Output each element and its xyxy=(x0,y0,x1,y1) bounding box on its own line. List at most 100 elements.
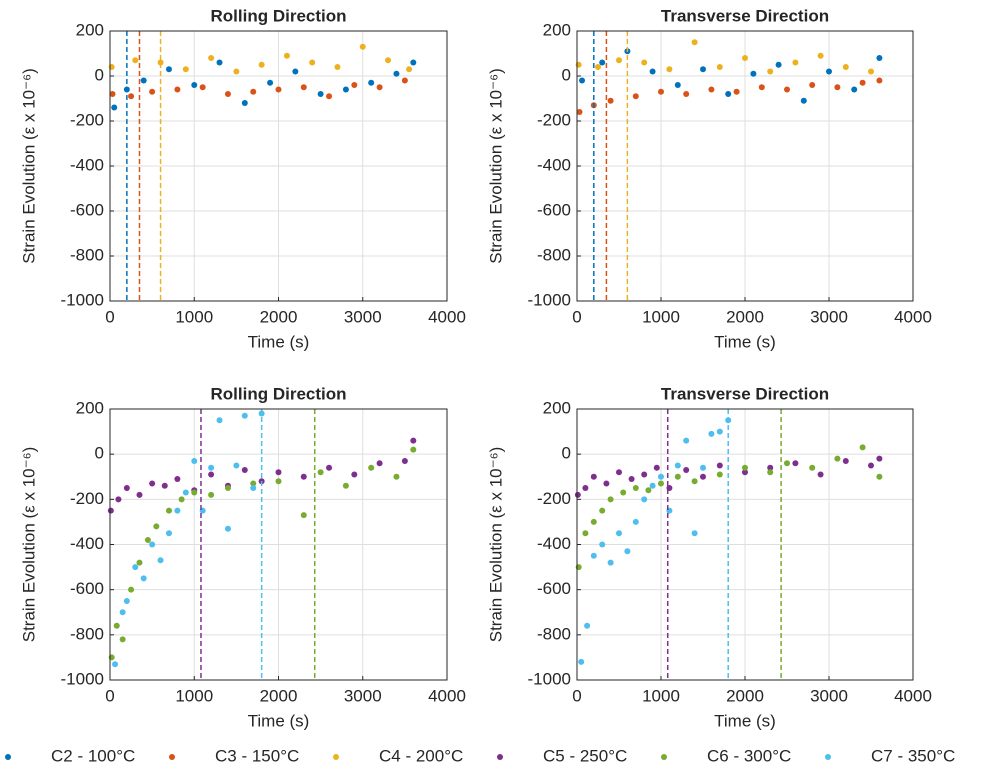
data-point xyxy=(792,59,799,66)
data-point xyxy=(410,446,417,453)
legend-label: C6 - 300°C xyxy=(707,746,791,765)
data-point xyxy=(368,79,375,86)
data-point xyxy=(123,597,130,604)
data-point xyxy=(174,86,181,93)
data-point xyxy=(326,93,333,100)
data-point xyxy=(123,485,130,492)
x-tick-label: 0 xyxy=(572,307,581,326)
data-point xyxy=(632,485,639,492)
data-point xyxy=(620,489,627,496)
data-point xyxy=(149,480,156,487)
x-tick-label: 2000 xyxy=(260,307,298,326)
data-point xyxy=(113,622,120,629)
data-point xyxy=(224,525,231,532)
data-point xyxy=(784,460,790,467)
data-point xyxy=(107,507,114,514)
data-point xyxy=(599,59,606,66)
data-point xyxy=(792,460,799,467)
data-point xyxy=(334,64,341,70)
data-point xyxy=(292,68,299,75)
data-point xyxy=(385,57,392,64)
data-point xyxy=(208,491,215,498)
data-point xyxy=(599,541,606,548)
data-point xyxy=(275,478,282,485)
data-point xyxy=(800,97,807,104)
data-point xyxy=(674,82,681,88)
x-tick-label: 4000 xyxy=(428,307,466,326)
data-point xyxy=(216,59,223,66)
data-point xyxy=(683,437,690,444)
data-point xyxy=(607,496,614,503)
x-axis-label: Time (s) xyxy=(714,332,776,351)
x-tick-label: 1000 xyxy=(642,307,680,326)
data-point xyxy=(733,88,740,95)
data-point xyxy=(868,462,874,469)
data-point xyxy=(876,473,883,480)
legend-label: C5 - 250°C xyxy=(543,746,627,765)
data-point xyxy=(767,469,774,476)
y-tick-label: -600 xyxy=(70,579,104,598)
data-point xyxy=(842,64,849,70)
y-tick-label: -200 xyxy=(70,110,104,129)
y-tick-label: 200 xyxy=(543,398,571,417)
data-point xyxy=(224,91,231,97)
axes-frame xyxy=(576,30,914,302)
axes-frame xyxy=(109,408,448,681)
data-point xyxy=(191,457,198,464)
data-point xyxy=(309,59,316,66)
data-point xyxy=(393,473,400,480)
chart-title: Transverse Direction xyxy=(661,384,829,403)
y-tick-label: 200 xyxy=(76,20,104,39)
data-point xyxy=(658,480,664,487)
data-point xyxy=(300,473,307,480)
data-point xyxy=(119,609,126,616)
x-tick-label: 3000 xyxy=(810,686,848,705)
data-point xyxy=(401,77,408,84)
data-point xyxy=(132,564,139,571)
data-point xyxy=(674,462,681,469)
data-point xyxy=(250,485,257,492)
y-axis-label: Strain Evolution (ε x 10⁻⁶) xyxy=(486,447,505,643)
data-point xyxy=(616,530,622,537)
data-point xyxy=(725,91,732,97)
data-point xyxy=(393,70,400,77)
legend-marker xyxy=(5,754,11,760)
y-tick-label: 0 xyxy=(95,444,104,463)
data-point xyxy=(128,586,135,593)
x-tick-label: 1000 xyxy=(175,307,213,326)
data-point xyxy=(784,86,790,93)
y-tick-label: -1000 xyxy=(61,290,104,309)
data-point xyxy=(767,68,774,75)
data-point xyxy=(174,507,181,514)
data-point xyxy=(182,66,189,73)
data-point xyxy=(834,455,841,462)
y-tick-label: -800 xyxy=(70,245,104,264)
data-point xyxy=(616,469,622,476)
data-point xyxy=(109,91,116,97)
data-point xyxy=(351,471,358,478)
chart-title: Rolling Direction xyxy=(211,384,347,403)
legend-marker xyxy=(169,754,175,760)
legend-marker xyxy=(333,754,339,760)
data-point xyxy=(809,82,816,88)
data-point xyxy=(174,476,181,483)
axes-frame xyxy=(576,408,914,681)
data-point xyxy=(607,97,614,104)
x-tick-label: 3000 xyxy=(344,686,382,705)
data-point xyxy=(376,460,383,467)
data-point xyxy=(674,473,681,480)
data-point xyxy=(267,79,274,86)
data-point xyxy=(775,61,782,68)
data-point xyxy=(691,478,698,485)
data-point xyxy=(178,496,185,503)
y-axis-label: Strain Evolution (ε x 10⁻⁶) xyxy=(486,68,505,264)
data-point xyxy=(300,84,307,91)
data-point xyxy=(691,530,698,537)
data-point xyxy=(376,84,383,91)
data-point xyxy=(868,68,874,75)
data-point xyxy=(359,43,366,50)
data-point xyxy=(574,491,581,498)
data-point xyxy=(649,482,656,489)
data-point xyxy=(300,512,307,519)
data-point xyxy=(191,489,198,496)
